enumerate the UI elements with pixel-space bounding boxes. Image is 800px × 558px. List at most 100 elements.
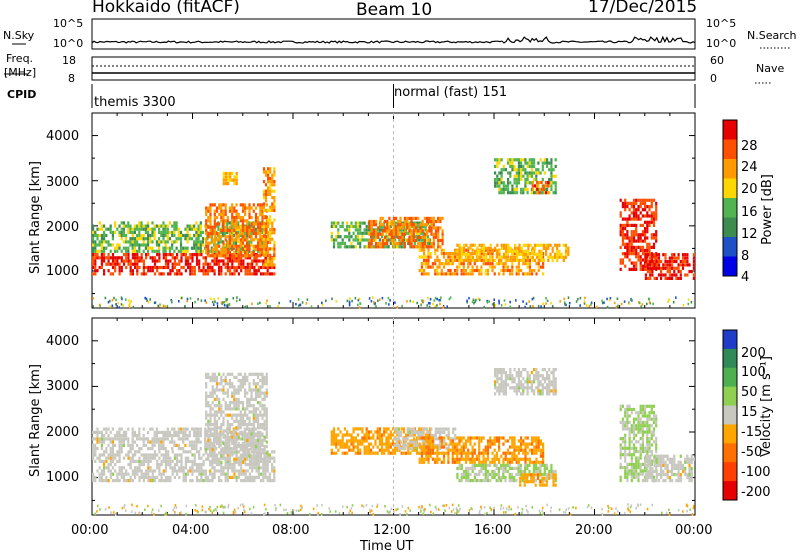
heatmap-cell xyxy=(218,222,220,225)
heatmap-cell xyxy=(380,245,382,248)
heatmap-cell xyxy=(413,233,415,236)
heatmap-cell xyxy=(269,238,271,241)
ground-scatter-cell xyxy=(488,300,490,303)
heatmap-cell xyxy=(92,272,94,275)
heatmap-cell xyxy=(220,448,222,451)
heatmap-cell xyxy=(373,229,375,232)
heatmap-cell xyxy=(112,447,114,450)
heatmap-cell xyxy=(456,256,458,259)
heatmap-cell xyxy=(342,222,344,225)
heatmap-cell xyxy=(337,232,339,235)
heatmap-cell xyxy=(96,228,98,231)
heatmap-cell xyxy=(214,226,216,229)
heatmap-cell xyxy=(339,446,341,449)
ground-scatter-cell xyxy=(675,296,677,299)
heatmap-cell xyxy=(156,460,158,463)
heatmap-cell xyxy=(207,263,209,266)
heatmap-cell xyxy=(263,170,265,173)
heatmap-cell xyxy=(180,453,182,456)
heatmap-cell xyxy=(426,233,428,236)
heatmap-cell xyxy=(411,229,413,232)
heatmap-cell xyxy=(174,469,176,472)
heatmap-cell xyxy=(145,231,147,234)
heatmap-cell xyxy=(143,225,145,228)
heatmap-cell xyxy=(244,388,246,391)
heatmap-cell xyxy=(191,253,193,256)
heatmap-cell xyxy=(118,447,120,450)
heatmap-cell xyxy=(233,245,235,248)
heatmap-cell xyxy=(476,250,478,253)
heatmap-cell xyxy=(207,245,209,248)
heatmap-cell xyxy=(233,269,235,272)
heatmap-cell xyxy=(176,240,178,243)
heatmap-cell xyxy=(225,266,227,269)
heatmap-cell xyxy=(671,273,673,276)
heatmap-cell xyxy=(246,445,248,448)
heatmap-cell xyxy=(624,233,626,236)
heatmap-cell xyxy=(125,250,127,253)
heatmap-cell xyxy=(176,253,178,256)
heatmap-cell xyxy=(255,245,257,248)
heatmap-cell xyxy=(459,250,461,253)
heatmap-cell xyxy=(189,228,191,231)
heatmap-cell xyxy=(178,428,180,431)
heatmap-cell xyxy=(547,259,549,262)
heatmap-cell xyxy=(384,226,386,229)
heatmap-cell xyxy=(532,259,534,262)
heatmap-cell xyxy=(185,256,187,259)
heatmap-cell xyxy=(492,259,494,262)
heatmap-cell xyxy=(101,225,103,228)
heatmap-cell xyxy=(255,442,257,445)
heatmap-cell xyxy=(357,433,359,436)
heatmap-cell xyxy=(123,437,125,440)
heatmap-cell xyxy=(386,223,388,226)
heatmap-cell xyxy=(393,245,395,248)
heatmap-cell xyxy=(507,185,509,188)
ground-scatter-cell xyxy=(429,306,431,309)
heatmap-cell xyxy=(143,444,145,447)
heatmap-cell xyxy=(231,401,233,404)
heatmap-cell xyxy=(640,211,642,214)
heatmap-cell xyxy=(624,255,626,258)
heatmap-cell xyxy=(99,479,101,482)
heatmap-cell xyxy=(691,270,693,273)
heatmap-cell xyxy=(257,373,259,376)
heatmap-cell xyxy=(121,259,123,262)
heatmap-cell xyxy=(154,225,156,228)
heatmap-cell xyxy=(521,247,523,250)
heatmap-cell xyxy=(553,175,555,178)
heatmap-cell xyxy=(394,452,396,455)
heatmap-cell xyxy=(388,443,390,446)
heatmap-cell xyxy=(520,158,522,161)
heatmap-cell xyxy=(411,245,413,248)
heatmap-cell xyxy=(123,259,125,262)
heatmap-cell xyxy=(189,234,191,237)
heatmap-cell xyxy=(490,244,492,247)
heatmap-cell xyxy=(248,410,250,413)
heatmap-cell xyxy=(511,185,513,188)
heatmap-cell xyxy=(178,476,180,479)
heatmap-cell xyxy=(406,239,408,242)
heatmap-cell xyxy=(172,450,174,453)
heatmap-cell xyxy=(165,253,167,256)
heatmap-cell xyxy=(516,168,518,171)
heatmap-cell xyxy=(134,247,136,250)
heatmap-cell xyxy=(382,242,384,245)
heatmap-cell xyxy=(371,223,373,226)
heatmap-cell xyxy=(132,243,134,246)
heatmap-cell xyxy=(264,414,266,417)
heatmap-cell xyxy=(492,250,494,253)
heatmap-cell xyxy=(194,266,196,269)
heatmap-cell xyxy=(257,395,259,398)
heatmap-cell xyxy=(474,250,476,253)
heatmap-cell xyxy=(209,407,211,410)
heatmap-cell xyxy=(143,269,145,272)
heatmap-cell xyxy=(273,206,275,209)
heatmap-cell xyxy=(269,231,271,234)
heatmap-cell xyxy=(238,426,240,429)
heatmap-cell xyxy=(99,256,101,259)
heatmap-cell xyxy=(538,269,540,272)
heatmap-cell xyxy=(242,238,244,241)
heatmap-cell xyxy=(222,392,224,395)
heatmap-cell xyxy=(392,452,394,455)
